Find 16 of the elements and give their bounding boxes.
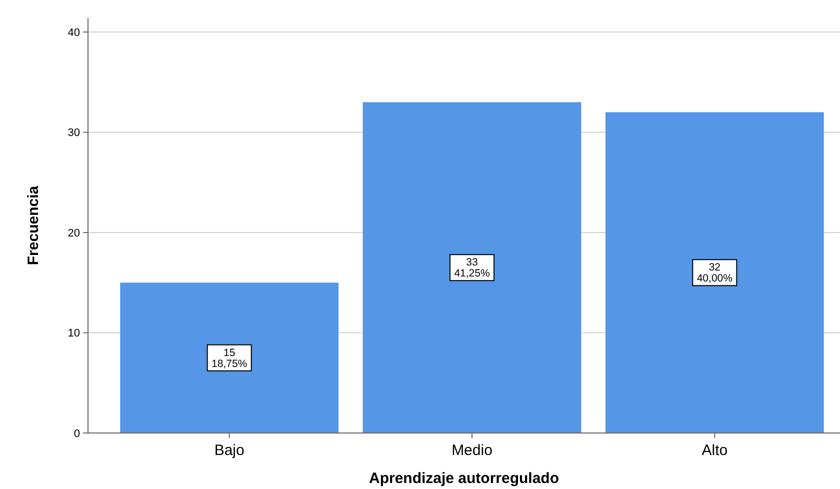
y-tick-label: 40 xyxy=(68,26,80,39)
y-tick-label: 20 xyxy=(68,227,80,240)
bar xyxy=(120,282,339,433)
y-tick-label: 30 xyxy=(68,127,80,140)
y-tick-label: 0 xyxy=(74,428,80,440)
x-tick-label: Alto xyxy=(702,442,728,459)
data-label: 32 40,00% xyxy=(696,262,732,285)
x-axis-title: Aprendizaje autorregulado xyxy=(368,470,560,487)
data-label: 33 41,25% xyxy=(454,256,490,280)
x-tick-label: Bajo xyxy=(214,442,244,459)
bar xyxy=(605,112,824,433)
bar xyxy=(362,102,582,433)
x-tick-label: Medio xyxy=(452,442,492,459)
y-tick-label: 10 xyxy=(68,328,80,340)
y-axis-title: Frecuencia xyxy=(25,185,42,266)
data-label: 15 18,75% xyxy=(212,346,248,370)
